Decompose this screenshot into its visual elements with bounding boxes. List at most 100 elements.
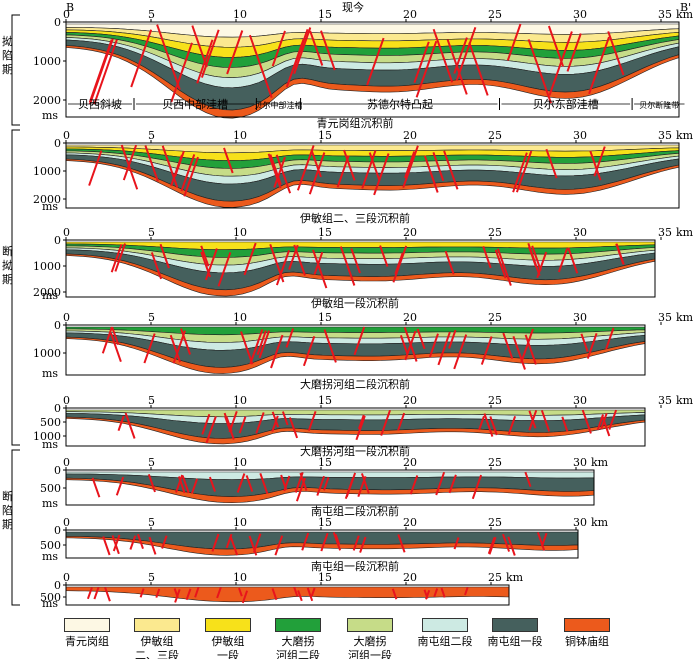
fault-line [301,532,310,551]
fault-line [226,30,244,75]
fault-line [512,335,526,370]
fault-line [404,151,416,179]
fault-line [200,245,210,267]
depth-tick-label: 0 [54,16,61,29]
legend-swatch [205,618,251,632]
ms-unit-label: ms [42,438,58,451]
x-tick-label: 15 [318,394,332,407]
x-tick-label: 5 [148,394,155,407]
fault-line [308,152,326,195]
fault-line [312,249,328,289]
fault-line [607,31,625,76]
fault-line [397,412,406,431]
period-label-char: 陷 [2,48,13,62]
fault-line [443,150,459,190]
x-tick-label: 10 [233,8,247,21]
fault-line [515,150,533,193]
fault-line [139,588,145,598]
fault-line [150,252,163,280]
fault-line [294,472,304,493]
fault-line [271,411,280,428]
fault-line [478,415,485,431]
fault-line [402,145,419,189]
fault-line [531,245,542,271]
period-label-char: 断 [2,244,13,258]
fault-line [273,156,286,188]
fault-line [124,412,136,439]
fault-line [275,249,291,286]
fault-line [275,154,292,194]
fault-line [307,410,317,432]
km-unit-label: km [591,456,609,469]
x-tick-label: 25 [488,571,502,584]
x-tick-label: 35 [658,311,672,324]
fault-line [224,416,231,431]
x-tick-label: 20 [403,516,417,529]
fault-line [446,39,468,95]
fault-line [448,474,457,494]
fault-line [361,150,377,189]
fault-line [379,245,389,267]
fault-line [471,474,483,500]
legend: 青元岗组 伊敏组 二、三段 伊敏组 一段 大磨拐 河组二段 大磨拐 河组一段 南屯组二段 南… [0,618,700,659]
fault-line [169,334,182,363]
x-tick-label: 25 [488,226,502,239]
fault-line [269,154,282,186]
section-frame-8 [65,584,510,606]
fault-line [236,473,246,493]
fault-line [271,588,278,601]
depth-tick-label: 1000 [33,430,61,443]
fault-line [225,533,233,549]
fault-line [281,411,289,426]
depth-tick-label: 500 [40,482,61,495]
x-tick-label: 35 [658,394,672,407]
fault-line [468,42,489,96]
fault-line [444,250,455,275]
period-label-char: 期 [2,63,13,76]
fault-line [453,334,468,370]
fault-line [496,248,512,286]
fault-line [104,587,111,602]
x-tick-label: 5 [148,516,155,529]
fault-line [245,475,254,492]
fault-line [88,38,114,105]
fault-line [256,330,267,356]
x-tick-label: 30 [573,394,587,407]
fault-line [173,588,179,598]
fault-line [561,416,569,432]
ms-unit-label: ms [42,289,58,302]
section-frame-2 [65,142,680,209]
fault-line [323,329,337,363]
fault-line [391,588,398,600]
legend-item-ym23: 伊敏组 二、三段 [122,618,192,659]
fault-line [588,36,610,95]
legend-swatch [422,618,468,632]
fault-line [200,251,212,278]
fault-line [482,245,492,269]
fault-line [540,410,551,432]
endpoint-left-label: B [66,1,74,14]
x-tick-label: 10 [233,516,247,529]
fault-line [586,332,598,359]
x-tick-label: 30 [573,456,587,469]
km-unit-label: km [676,311,694,324]
depth-tick-label: 1000 [33,347,61,360]
x-tick-label: 20 [403,571,417,584]
tectonic-zone-label: 贝尔中部洼槽 [255,100,303,110]
fault-line [201,413,211,435]
x-tick-label: 30 [573,8,587,21]
fault-line [567,247,579,274]
x-tick-label: 10 [233,226,247,239]
x-tick-label: 5 [148,8,155,21]
x-tick-label: 10 [233,129,247,142]
legend-item-nt2: 南屯组二段 [410,618,480,649]
fault-line [248,34,273,99]
fault-line [174,150,185,177]
fault-line [380,409,391,436]
fault-line [605,327,615,350]
depth-tick-label: 0 [54,137,61,150]
depth-tick-label: 0 [54,319,61,332]
fault-line [528,246,538,268]
fault-line [211,533,220,552]
